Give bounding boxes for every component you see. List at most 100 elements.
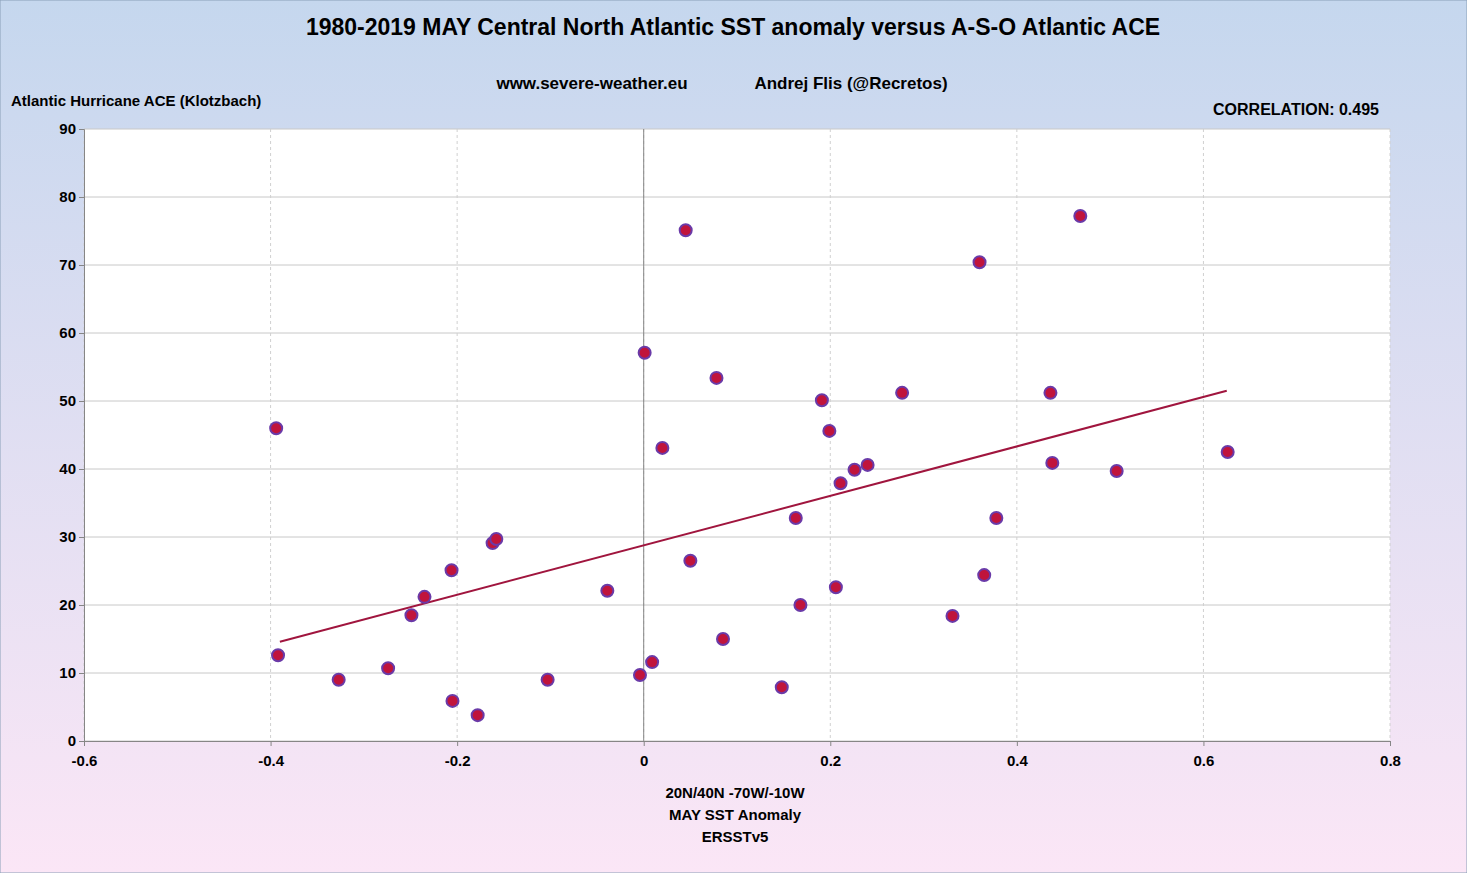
annotation: CORRELATION: 0.495 [1213, 101, 1379, 118]
plot-area [84, 129, 1390, 741]
tick-label: -0.4 [258, 752, 285, 769]
background [0, 0, 1467, 873]
y-axis: 0 10 20 30 40 50 60 70 80 90 [59, 120, 84, 749]
tick: 20 [59, 596, 84, 613]
point [816, 394, 828, 406]
x-axis-title: 20N/40N -70W/-10W [665, 784, 805, 801]
point [710, 372, 722, 384]
point [680, 224, 692, 236]
tick-mark [830, 741, 831, 746]
tick: 10 [59, 664, 84, 681]
tick: -0.4 [258, 741, 285, 769]
subtitle: www.severe-weather.eu [495, 74, 687, 93]
grid-line [84, 401, 1390, 402]
tick: 40 [59, 460, 84, 477]
tick-mark [79, 605, 84, 606]
trend-line [280, 391, 1227, 642]
tick-label: 90 [59, 120, 76, 137]
tick: 30 [59, 528, 84, 545]
tick-mark [79, 537, 84, 538]
point [446, 564, 458, 576]
point [1111, 465, 1123, 477]
tick-mark [79, 741, 84, 742]
tick-mark [79, 265, 84, 266]
point [684, 555, 696, 567]
tick: 0.2 [820, 741, 841, 769]
point [382, 662, 394, 674]
grid-line [84, 129, 1390, 130]
tick: 0.4 [1007, 741, 1029, 769]
grid-line [270, 129, 271, 741]
y-axis-title: Atlantic Hurricane ACE (Klotzbach) [11, 92, 261, 109]
tick: -0.2 [445, 741, 471, 769]
point [978, 569, 990, 581]
tick-label: 70 [59, 256, 76, 273]
point [790, 512, 802, 524]
grid-line [457, 129, 458, 741]
tick-label: -0.2 [445, 752, 471, 769]
point [542, 674, 554, 686]
point [656, 442, 668, 454]
point [472, 709, 484, 721]
tick-label: 0 [68, 732, 76, 749]
tick: 0 [68, 732, 84, 749]
point [862, 459, 874, 471]
x-axis-title: ERSSTv5 [702, 828, 769, 845]
tick: 0.8 [1380, 741, 1401, 769]
grid-line [84, 605, 1390, 606]
point [333, 674, 345, 686]
point [830, 581, 842, 593]
point [639, 347, 651, 359]
point [990, 512, 1002, 524]
point [601, 585, 613, 597]
axis-line [79, 130, 85, 742]
tick-label: 0 [640, 752, 648, 769]
tick-mark [1017, 741, 1018, 746]
point [634, 669, 646, 681]
grid-line [84, 673, 1390, 674]
point [849, 464, 861, 476]
tick-label: 0.4 [1007, 752, 1029, 769]
point [794, 599, 806, 611]
axis-line [85, 742, 1391, 747]
grid-line [1203, 129, 1204, 741]
tick-label: 0.6 [1193, 752, 1214, 769]
grid-line [1016, 129, 1017, 741]
tick-label: 80 [59, 188, 76, 205]
point [776, 681, 788, 693]
point [272, 649, 284, 661]
tick-mark [457, 741, 458, 746]
point [646, 656, 658, 668]
tick-mark [79, 673, 84, 674]
tick-mark [271, 741, 272, 746]
tick-label: 0.8 [1380, 752, 1401, 769]
grid-line [84, 537, 1390, 538]
point [823, 425, 835, 437]
annotation: Andrej Flis (@Recretos) [754, 74, 947, 93]
point [490, 533, 502, 545]
grid [84, 129, 1390, 741]
point [1222, 446, 1234, 458]
tick: 0.6 [1193, 741, 1214, 769]
tick-label: 50 [59, 392, 76, 409]
tick-mark [79, 197, 84, 198]
tick: 60 [59, 324, 84, 341]
grid-line [84, 469, 1390, 470]
tick-label: 0.2 [820, 752, 841, 769]
grid-line [643, 129, 644, 741]
point [1074, 210, 1086, 222]
tick: 90 [59, 120, 84, 137]
tick-mark [79, 129, 84, 130]
grid-line [84, 197, 1390, 198]
title: 1980-2019 MAY Central North Atlantic SST… [306, 14, 1160, 40]
tick-mark [79, 469, 84, 470]
grid-line [84, 333, 1390, 334]
tick: 80 [59, 188, 84, 205]
point [946, 610, 958, 622]
grid-line [84, 265, 1390, 266]
point [896, 387, 908, 399]
point [1046, 457, 1058, 469]
tick-mark [79, 333, 84, 334]
point [1044, 387, 1056, 399]
tick-mark [644, 741, 645, 746]
